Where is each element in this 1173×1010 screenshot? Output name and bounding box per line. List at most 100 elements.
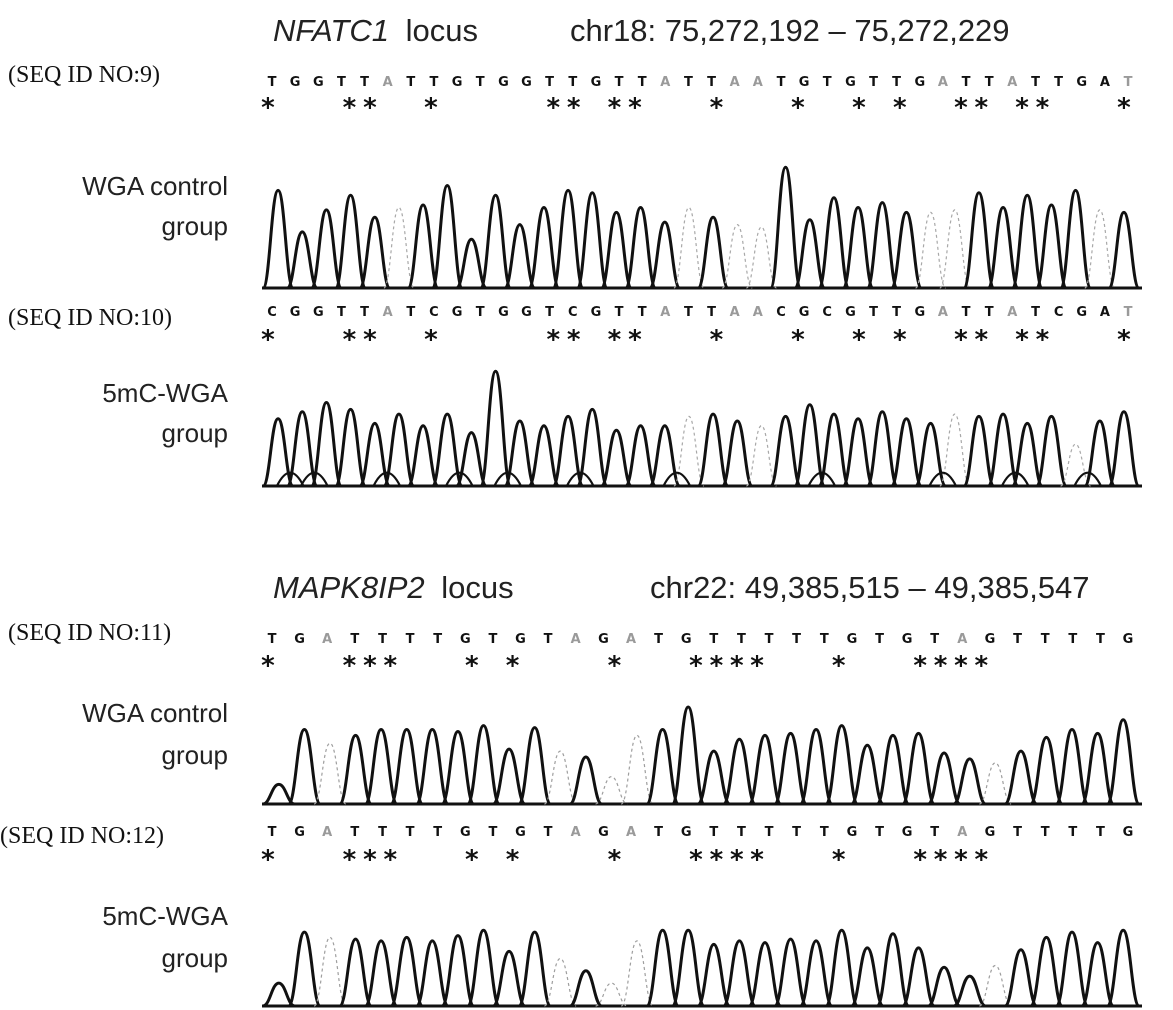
trace-peak	[875, 932, 911, 1008]
mismatch-asterisk: *	[382, 845, 398, 875]
base-call: T	[1031, 305, 1040, 320]
mismatch-asterisk: *	[709, 93, 725, 123]
base-call: G	[498, 75, 509, 90]
base-call: T	[820, 825, 829, 840]
trace-secondary-peak	[275, 471, 305, 487]
trace-peak	[1107, 210, 1141, 290]
base-call: T	[892, 305, 901, 320]
trace-peak	[889, 417, 923, 488]
base-call: T	[406, 825, 415, 840]
base-call: G	[591, 75, 602, 90]
trace-peak	[798, 939, 834, 1008]
base-call: T	[930, 825, 939, 840]
base-call: T	[985, 305, 994, 320]
trace-peak	[875, 733, 911, 806]
base-call: G	[515, 825, 526, 840]
base-call: T	[268, 825, 277, 840]
base-call: A	[1100, 305, 1110, 320]
trace-peak	[454, 431, 488, 488]
trace-secondary-peak	[662, 471, 692, 487]
base-call: T	[360, 305, 369, 320]
mismatch-asterisk: *	[709, 845, 725, 875]
base-call: T	[378, 632, 387, 647]
base-call: G	[845, 305, 856, 320]
base-call: A	[626, 825, 636, 840]
mismatch-asterisk: *	[831, 651, 847, 681]
trace-peak	[722, 939, 757, 1008]
mismatch-asterisk: *	[749, 845, 765, 875]
trace-peak	[962, 191, 996, 290]
trace-peak	[696, 412, 730, 488]
mismatch-asterisk: *	[342, 93, 358, 123]
base-call: C	[429, 305, 439, 320]
trace-peak	[747, 941, 783, 1008]
base-call: T	[545, 75, 554, 90]
base-call: C	[267, 305, 277, 320]
mismatch-asterisk: *	[709, 651, 725, 681]
base-call: T	[638, 75, 647, 90]
trace-peak	[865, 201, 899, 290]
mismatch-asterisk: *	[362, 845, 378, 875]
mismatch-asterisk: *	[342, 845, 358, 875]
trace-peak	[382, 412, 416, 488]
trace-peak	[1034, 203, 1068, 290]
trace-peak	[551, 188, 585, 290]
trace-peak	[262, 981, 296, 1008]
mismatch-asterisk: *	[790, 325, 806, 355]
base-call: G	[799, 305, 810, 320]
trace-peak	[491, 747, 527, 806]
base-call: G	[847, 825, 858, 840]
trace-peak	[415, 939, 450, 1008]
base-call: G	[290, 305, 301, 320]
mismatch-asterisk: *	[912, 651, 928, 681]
mismatch-asterisk: *	[933, 845, 949, 875]
trace-peak	[1003, 749, 1039, 806]
base-call: T	[1031, 75, 1040, 90]
base-call: A	[1007, 75, 1017, 90]
base-call: T	[406, 75, 415, 90]
mismatch-asterisk: *	[260, 845, 276, 875]
trace-secondary-peak	[300, 471, 329, 487]
base-call: T	[544, 632, 553, 647]
base-call: G	[681, 825, 692, 840]
base-call: T	[875, 632, 884, 647]
mismatch-asterisk: *	[260, 93, 276, 123]
trace-secondary-peak	[1073, 471, 1102, 487]
trace-peak	[645, 928, 680, 1008]
base-call: T	[1013, 632, 1022, 647]
base-call: T	[615, 75, 624, 90]
locus-gene-name: NFATC1	[273, 13, 389, 48]
mismatch-asterisk: *	[1116, 93, 1132, 123]
mismatch-asterisk: *	[851, 325, 867, 355]
base-call: T	[777, 75, 786, 90]
trace-peak	[358, 421, 392, 488]
base-call: G	[452, 305, 463, 320]
trace-peak	[952, 757, 987, 806]
base-call: G	[799, 75, 810, 90]
base-call: A	[660, 75, 670, 90]
mismatch-asterisk: *	[973, 93, 989, 123]
trace-peak	[979, 762, 1012, 805]
base-call: A	[753, 75, 763, 90]
trace-secondary-peak	[807, 471, 837, 487]
locus-coordinates: chr18: 75,272,192 – 75,272,229	[570, 13, 1010, 48]
base-call: G	[902, 825, 913, 840]
trace-secondary-peak	[372, 471, 402, 487]
trace-peak	[503, 223, 537, 290]
trace-peak	[543, 750, 577, 805]
base-call: T	[568, 75, 577, 90]
trace-peak	[696, 749, 732, 806]
base-call: G	[1123, 632, 1134, 647]
base-call: T	[268, 75, 277, 90]
trace-peak	[986, 206, 1020, 290]
base-call: T	[1124, 75, 1133, 90]
mismatch-asterisk: *	[362, 651, 378, 681]
trace-peak	[595, 776, 628, 805]
trace-peak	[440, 934, 476, 1008]
mismatch-marker-row: * * * * * * * * * * * * * * * * *	[260, 325, 1132, 355]
trace-peak	[569, 969, 603, 1008]
seq-id-label: (SEQ ID NO:12)	[0, 823, 164, 849]
trace-peak	[720, 419, 754, 488]
trace-peak	[1029, 735, 1064, 806]
trace-peak	[599, 428, 633, 488]
